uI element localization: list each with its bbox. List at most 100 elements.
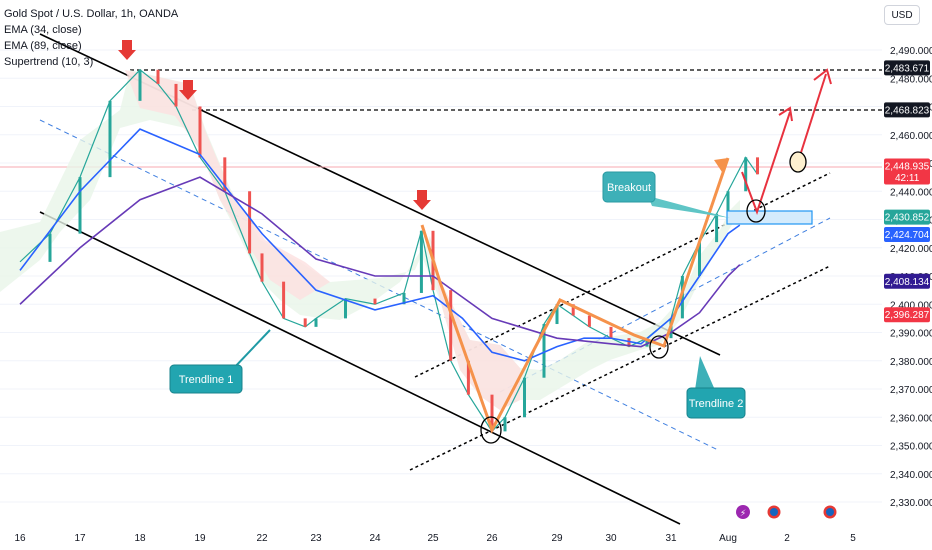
supertrend-fill <box>0 70 740 410</box>
callout-trendline-1[interactable]: Trendline 1 <box>169 329 271 394</box>
candle <box>344 298 347 319</box>
indicator-supertrend[interactable]: Supertrend (10, 3) <box>4 56 94 68</box>
candle <box>555 304 559 325</box>
svg-text:42:11: 42:11 <box>895 173 920 184</box>
x-tick-label: 31 <box>665 533 677 544</box>
candle <box>627 338 631 347</box>
ascending-channel-upper-line[interactable] <box>414 172 831 378</box>
candle <box>373 298 377 305</box>
y-tick-label: 2,380.000 <box>890 357 932 368</box>
pattern-arrowhead <box>714 158 728 172</box>
candle <box>282 281 286 319</box>
x-tick-label: 22 <box>256 533 268 544</box>
candle <box>419 230 423 293</box>
chart-legend: Gold Spot / U.S. Dollar, 1h, OANDA EMA (… <box>4 6 178 70</box>
trend-channel-lower-line[interactable] <box>39 211 681 525</box>
target-circle[interactable] <box>789 151 807 173</box>
candle <box>108 100 112 178</box>
candle <box>756 157 759 175</box>
series-line-1 <box>19 128 741 362</box>
symbol-title[interactable]: Gold Spot / U.S. Dollar, 1h, OANDA <box>4 8 179 20</box>
price-tag-blue[interactable]: 2,424.704 <box>884 226 930 242</box>
svg-text:2,430.852: 2,430.852 <box>885 213 930 224</box>
svg-text:2,448.935: 2,448.935 <box>885 162 930 173</box>
series-line-2 <box>19 176 741 348</box>
svg-text:2,408.134: 2,408.134 <box>885 277 930 288</box>
ascending-channel-mid-line[interactable] <box>499 217 831 393</box>
candle <box>503 417 507 432</box>
pattern-zigzag[interactable] <box>420 157 730 434</box>
candle <box>609 326 613 339</box>
x-tick-label: 18 <box>134 533 146 544</box>
candle <box>449 290 453 361</box>
time-axis[interactable]: 16 17 18 19 22 23 24 25 26 29 30 31 Aug 2 5 <box>14 533 856 544</box>
price-tag-purple[interactable]: 2,408.134 <box>884 273 930 289</box>
currency-button[interactable]: USD <box>884 5 920 25</box>
candle <box>680 276 684 319</box>
projection-arrows[interactable] <box>741 68 832 216</box>
y-tick-label: 2,340.000 <box>890 470 932 481</box>
y-tick-label: 2,440.000 <box>890 187 932 198</box>
indicator-ema89[interactable]: EMA (89, close) <box>4 40 82 52</box>
svg-text:⚡: ⚡ <box>740 509 746 519</box>
x-tick-label: 25 <box>427 533 439 544</box>
candle <box>698 242 701 276</box>
candle <box>248 191 252 254</box>
breakout-zone[interactable] <box>726 210 813 225</box>
candle <box>78 177 82 234</box>
peak-arrows <box>118 40 431 210</box>
candle <box>402 292 406 305</box>
y-tick-label: 2,420.000 <box>890 244 932 255</box>
event-icons[interactable]: ⚡ <box>736 504 838 520</box>
x-tick-label: 16 <box>14 533 26 544</box>
y-tick-label: 2,330.000 <box>890 498 932 509</box>
callout-trendline-2[interactable]: Trendline 2 <box>686 356 746 419</box>
x-tick-label: Aug <box>719 533 737 544</box>
series-layer <box>19 68 759 433</box>
y-tick-label: 2,480.000 <box>890 74 932 85</box>
candle <box>466 360 470 395</box>
y-tick-label: 2,370.000 <box>890 385 932 396</box>
candle <box>490 394 494 432</box>
x-tick-label: 29 <box>551 533 563 544</box>
pivot-circles[interactable] <box>480 199 766 444</box>
candle <box>156 69 160 84</box>
candle <box>48 233 52 262</box>
y-tick-label: 2,360.000 <box>890 413 932 424</box>
candle <box>303 318 307 327</box>
y-tick-label: 2,400.000 <box>890 300 932 311</box>
candle <box>571 304 575 316</box>
y-tick-label: 2,350.000 <box>890 442 932 453</box>
price-tag-green[interactable]: 2,430.852 <box>884 209 930 225</box>
svg-text:Trendline 1: Trendline 1 <box>179 374 234 386</box>
x-tick-label: 30 <box>605 533 617 544</box>
svg-text:Breakout: Breakout <box>607 182 651 194</box>
svg-text:2,424.704: 2,424.704 <box>885 230 930 241</box>
price-tag-target[interactable]: 2,483.671 <box>884 60 930 76</box>
price-tag-red[interactable]: 2,396.287 <box>884 307 930 323</box>
y-tick-label: 2,490.000 <box>890 46 932 57</box>
y-tick-label: 2,390.000 <box>890 329 932 340</box>
candle <box>260 253 264 282</box>
x-tick-label: 17 <box>74 533 86 544</box>
y-tick-label: 2,460.000 <box>890 131 932 142</box>
candle <box>587 315 591 327</box>
callout-breakout[interactable]: Breakout <box>602 171 730 218</box>
x-tick-label: 2 <box>784 533 790 544</box>
candle <box>744 157 748 192</box>
svg-text:2,468.823: 2,468.823 <box>885 105 930 116</box>
x-tick-label: 19 <box>194 533 206 544</box>
candle <box>645 338 649 347</box>
candle <box>174 83 178 107</box>
candle <box>223 157 227 192</box>
svg-text:2,483.671: 2,483.671 <box>885 63 930 74</box>
price-tag-target[interactable]: 2,468.823 <box>884 102 930 118</box>
indicator-ema34[interactable]: EMA (34, close) <box>4 24 82 36</box>
candle <box>198 106 202 158</box>
x-tick-label: 26 <box>486 533 498 544</box>
x-tick-label: 24 <box>369 533 381 544</box>
svg-text:Trendline 2: Trendline 2 <box>689 398 744 410</box>
